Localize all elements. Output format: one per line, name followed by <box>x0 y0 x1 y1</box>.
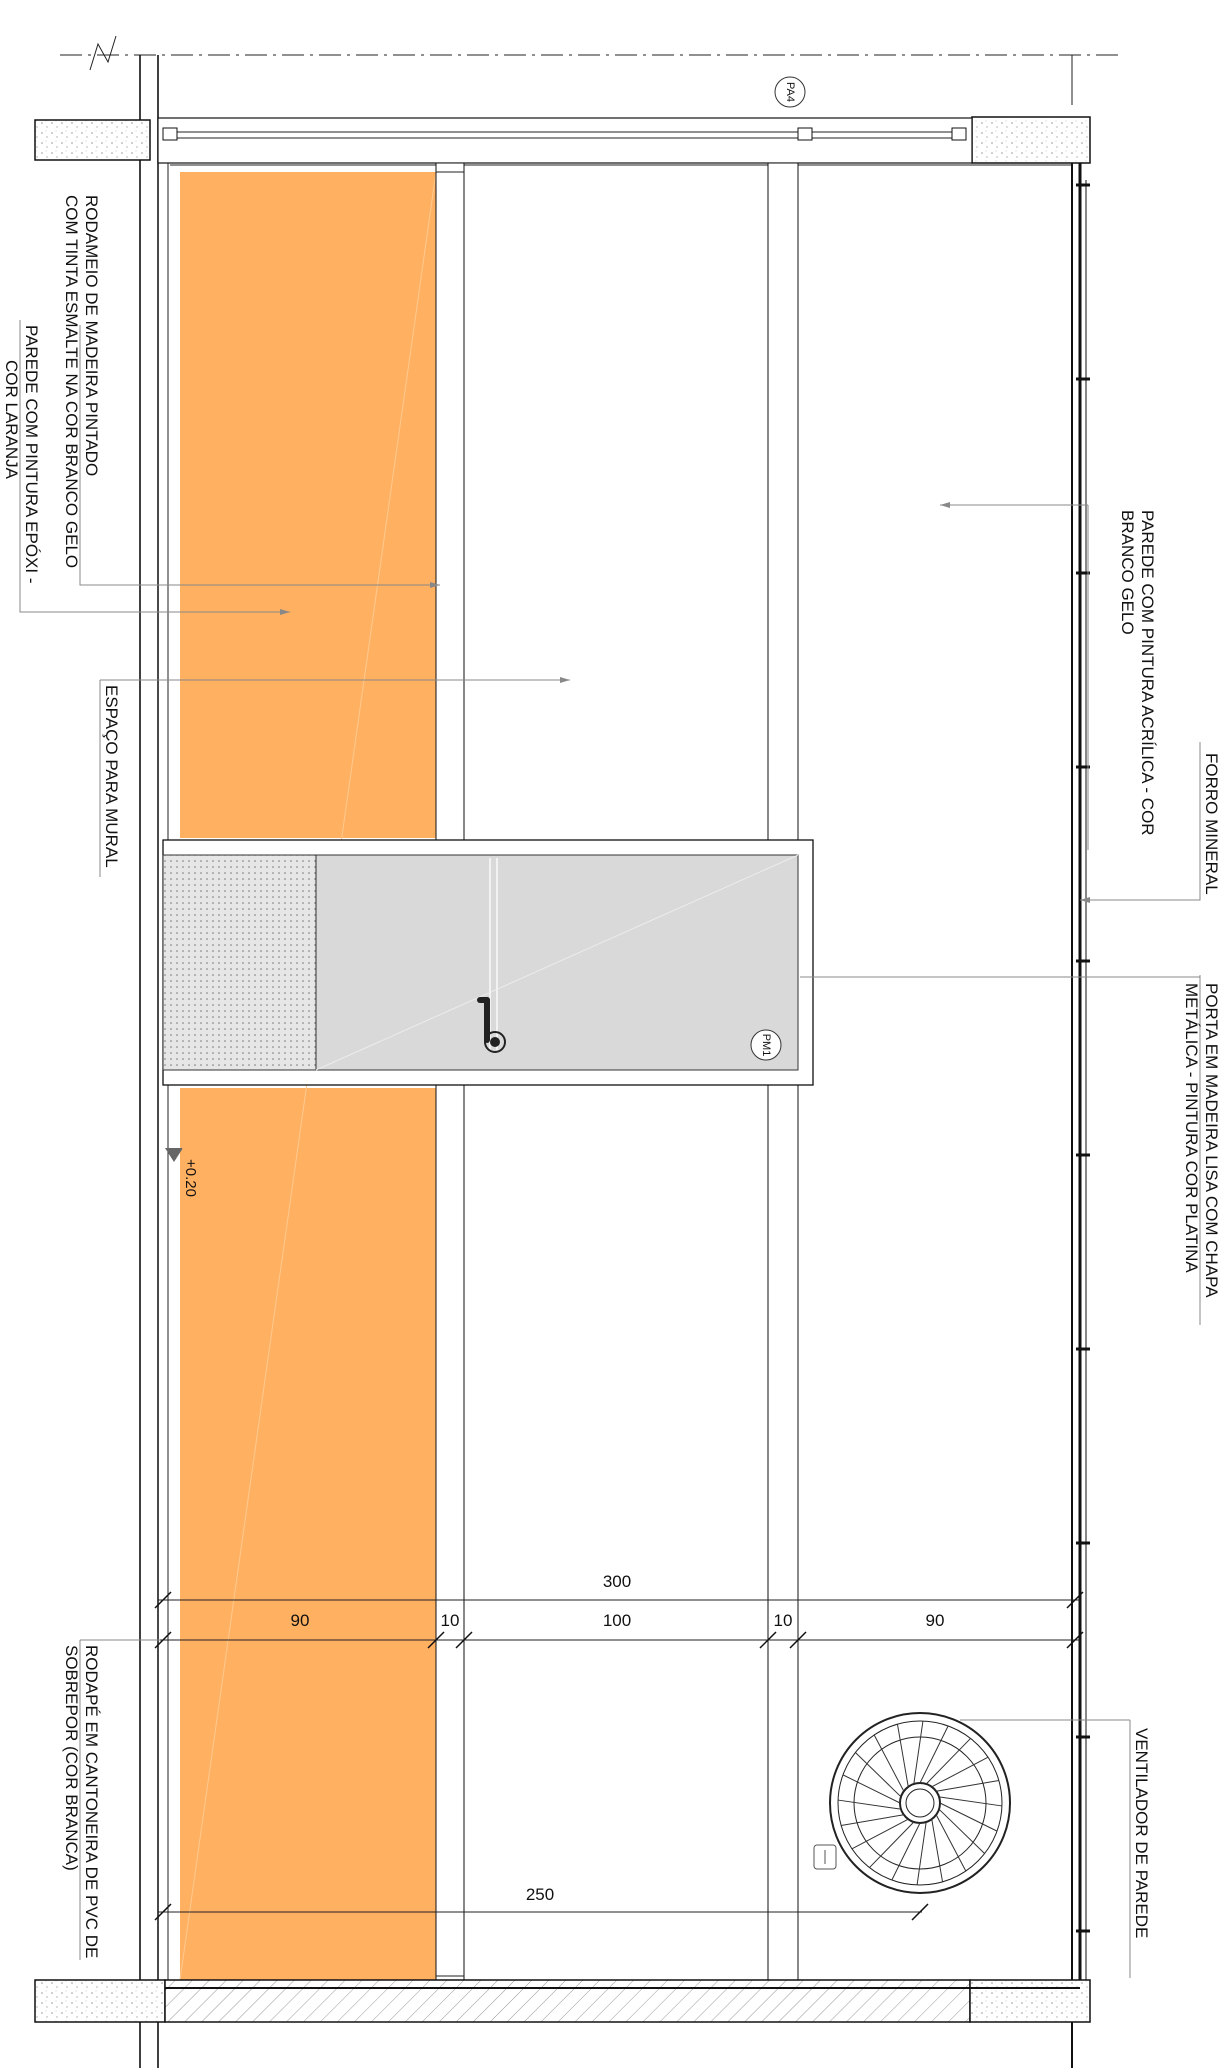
dim-seg1: 90 <box>291 1611 310 1630</box>
epoxi-line2: COR LARANJA <box>2 360 21 480</box>
forro-mineral <box>1071 163 1090 2068</box>
porta-line1: PORTA EM MADEIRA LISA COM CHAPA <box>1202 983 1221 1298</box>
fan-spoke <box>851 1818 909 1850</box>
fan-spoke <box>938 1796 1003 1807</box>
top-cut-line <box>60 35 1120 105</box>
dimension-tick <box>911 1903 929 1921</box>
annotation-rodape: RODAPÉ EM CANTONEIRA DE PVC DE SOBREPOR … <box>62 1645 101 1958</box>
fan-spoke <box>936 1779 999 1792</box>
dim-seg5: 90 <box>926 1611 945 1630</box>
level-text: +0.20 <box>182 1159 199 1197</box>
fan-spoke <box>938 1808 985 1854</box>
annotation-rodameio: RODAMEIO DE MADEIRA PINTADO COM TINTA ES… <box>62 195 101 568</box>
dimension-tick <box>154 1591 172 1609</box>
pa4-tag-text: PA4 <box>784 82 796 102</box>
leader-lines <box>19 320 1201 1978</box>
annotation-espaco-mural: ESPAÇO PARA MURAL <box>102 685 121 868</box>
fan-spoke <box>939 1802 998 1832</box>
dimension-tick <box>154 1631 172 1649</box>
fan-spoke <box>935 1814 967 1872</box>
pm1-tag-text: PM1 <box>760 1034 772 1057</box>
dim-seg3: 100 <box>603 1611 631 1630</box>
fan-spoke <box>916 1821 927 1886</box>
level-marker: +0.20 <box>165 1148 199 1228</box>
fan-spoke <box>873 1734 905 1792</box>
ventilador-text: VENTILADOR DE PAREDE <box>1132 1728 1151 1938</box>
rodameio-line2: COM TINTA ESMALTE NA COR BRANCO GELO <box>62 195 81 568</box>
dimension-tick <box>455 1631 473 1649</box>
annotation-porta: PORTA EM MADEIRA LISA COM CHAPA METÁLICA… <box>1182 983 1221 1298</box>
door-handle-icon <box>477 997 506 1053</box>
fan-spoke <box>925 1738 971 1785</box>
espaco-mural-text: ESPAÇO PARA MURAL <box>102 685 121 868</box>
fan-spoke <box>841 1814 904 1827</box>
door-pm1: PM1 <box>162 839 814 1086</box>
fan-spoke <box>855 1752 902 1798</box>
dim-seg4: 10 <box>774 1611 793 1630</box>
annotation-parede-acrilica: PAREDE COM PINTURA ACRÍLICA - COR BRANCO… <box>1118 510 1157 836</box>
dimension-tick <box>1066 1591 1084 1609</box>
fan-spoke <box>837 1799 902 1810</box>
dimension-tick <box>1066 1631 1084 1649</box>
annotation-parede-epoxi: PAREDE COM PINTURA EPÓXI - COR LARANJA <box>2 325 41 584</box>
fan-spoke <box>931 1756 989 1788</box>
annotation-forro: FORRO MINERAL <box>1202 753 1221 895</box>
rodameio-line1: RODAMEIO DE MADEIRA PINTADO <box>82 195 101 476</box>
top-slab <box>34 116 1091 164</box>
epoxi-line1: PAREDE COM PINTURA EPÓXI - <box>22 325 41 584</box>
dimension-tick <box>154 1903 172 1921</box>
acrilica-line1: PAREDE COM PINTURA ACRÍLICA - COR <box>1138 510 1157 836</box>
fan-spoke <box>931 1819 944 1882</box>
porta-line2: METÁLICA - PINTURA COR PLATINA <box>1182 983 1201 1273</box>
dimension-tick <box>789 1631 807 1649</box>
acrilica-line2: BRANCO GELO <box>1118 510 1137 635</box>
rodape-line2: SOBREPOR (COR BRANCA) <box>62 1645 81 1871</box>
fan-spoke <box>896 1724 909 1787</box>
forro-text: FORRO MINERAL <box>1202 753 1221 895</box>
dim-seg2: 10 <box>441 1611 460 1630</box>
fan-spoke <box>869 1821 915 1868</box>
wall-fan-icon <box>813 1712 1011 1894</box>
dim-fan: 250 <box>526 1885 554 1904</box>
forro-ticks <box>1076 183 1090 1933</box>
fan-spoke <box>919 1725 949 1784</box>
pa4-tag: PA4 <box>774 76 806 108</box>
dimension-tick <box>427 1631 445 1649</box>
fan-spoke <box>891 1822 921 1881</box>
fan-spoke <box>842 1774 901 1804</box>
orange-epoxi-wall <box>179 171 437 1981</box>
annotation-ventilador: VENTILADOR DE PAREDE <box>1132 1728 1151 1938</box>
dimension-tick <box>759 1631 777 1649</box>
dimension-chain: 300 90 10 100 10 90 250 <box>154 1572 1084 1921</box>
rodape-line1: RODAPÉ EM CANTONEIRA DE PVC DE <box>82 1645 101 1958</box>
fan-spoke <box>913 1720 924 1785</box>
dim-total: 300 <box>603 1572 631 1591</box>
bottom-slab <box>34 1979 1091 2023</box>
